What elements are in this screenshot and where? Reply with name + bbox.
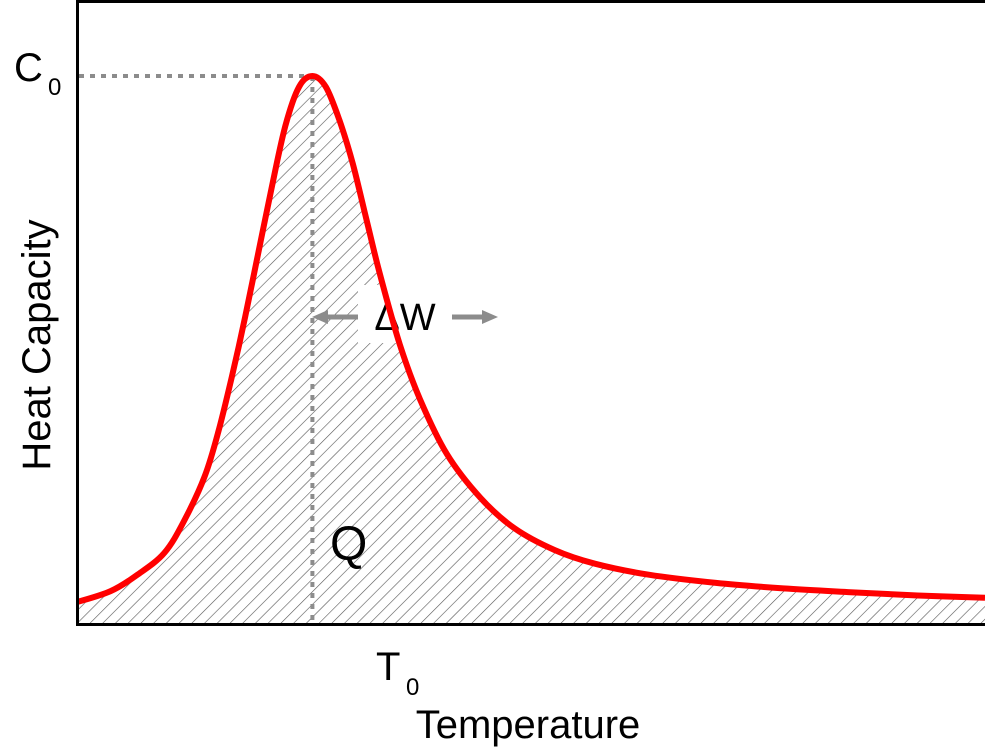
y-tick-label-c: C: [14, 46, 43, 90]
x-axis-label: Temperature: [416, 703, 641, 747]
heat-capacity-curve: [77, 73, 985, 605]
shaded-area: [77, 76, 985, 624]
x-tick-label-sub: 0: [406, 674, 419, 701]
width-arrow: [312, 310, 498, 324]
axes-frame: [76, 0, 985, 626]
area-label: Q: [330, 518, 367, 571]
x-tick-label-t: T: [376, 645, 400, 689]
y-axis-label: Heat Capacity: [15, 219, 59, 470]
width-label-box: [358, 285, 452, 343]
y-tick-label-sub: 0: [48, 74, 61, 101]
width-label: ΔW: [374, 297, 435, 339]
